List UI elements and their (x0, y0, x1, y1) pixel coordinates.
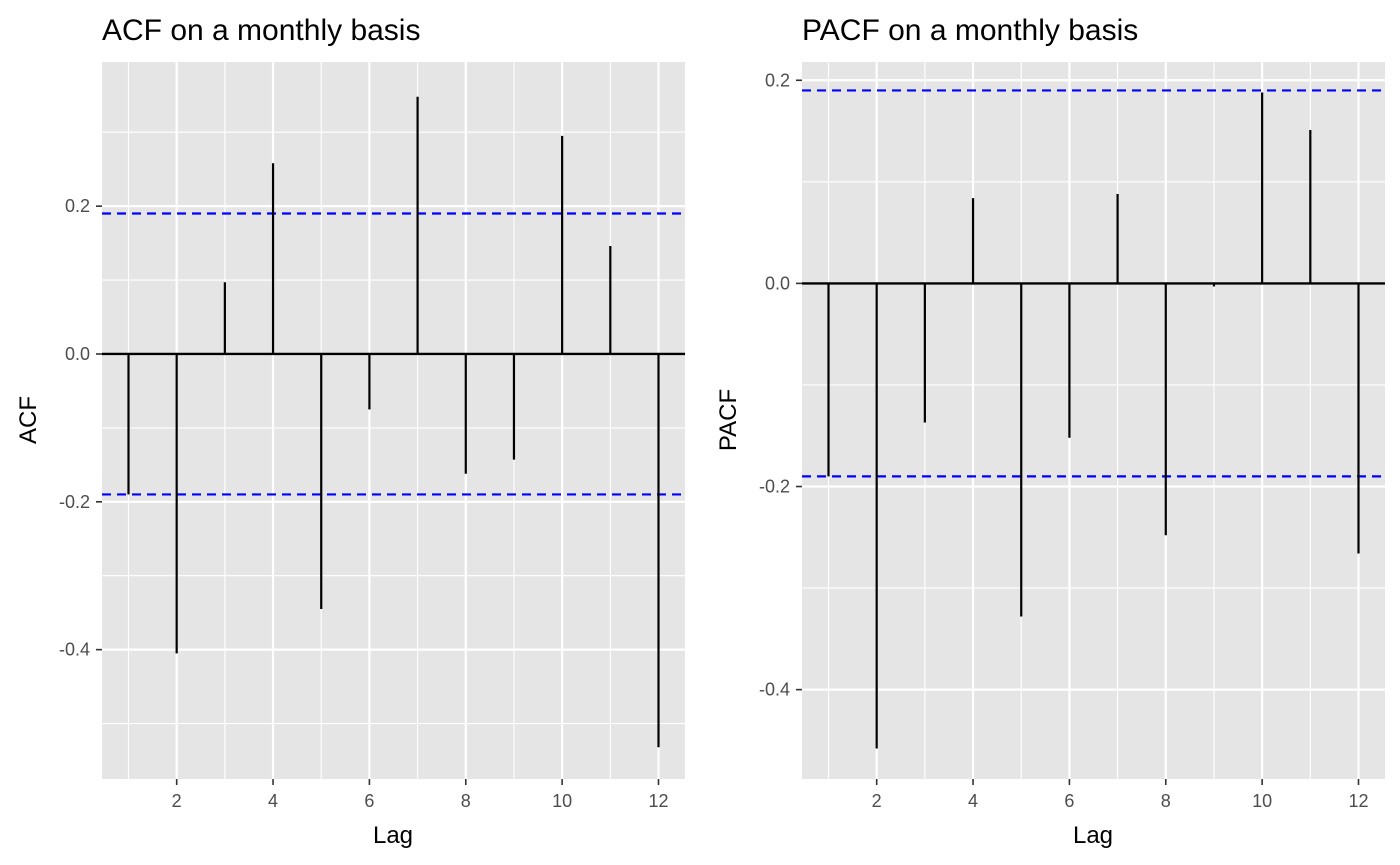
pacf-x-tick-label: 6 (1064, 791, 1074, 811)
acf-y-axis-title: ACF (15, 396, 42, 444)
pacf-y-tick-label: -0.4 (759, 680, 790, 700)
pacf-chart: PACF on a monthly basis 2 4 6 8 10 12 -0.4 -0.2… (715, 14, 1385, 849)
pacf-y-axis-title: PACF (715, 389, 742, 451)
acf-bars (127, 96, 660, 748)
pacf-x-tick-label: 4 (968, 791, 978, 811)
acf-y-tick-label: 0.0 (65, 344, 90, 364)
pacf-x-tick-label: 8 (1161, 791, 1171, 811)
acf-x-tick-label: 4 (268, 791, 278, 811)
pacf-confidence-bounds (802, 89, 1385, 478)
acf-plot-panel (102, 62, 685, 779)
acf-y-tick-label: 0.2 (65, 196, 90, 216)
pacf-bars (827, 92, 1360, 749)
pacf-plot-panel (802, 62, 1385, 779)
acf-x-axis-title: Lag (373, 822, 413, 849)
pacf-y-tick-label: 0.0 (765, 273, 790, 293)
acf-y-tick-label: -0.2 (59, 492, 90, 512)
pacf-x-tick-label: 10 (1252, 791, 1272, 811)
acf-x-tick-label: 2 (172, 791, 182, 811)
pacf-x-axis-title: Lag (1073, 822, 1113, 849)
pacf-x-tick-label: 12 (1348, 791, 1368, 811)
acf-x-tick-label: 8 (461, 791, 471, 811)
acf-x-tick-label: 6 (364, 791, 374, 811)
acf-ticks: 2 4 6 8 10 12 -0.4 -0.2 0.0 0.2 (59, 196, 669, 811)
acf-x-tick-label: 10 (552, 791, 572, 811)
acf-chart-title: ACF on a monthly basis (102, 14, 420, 47)
acf-y-tick-label: -0.4 (59, 640, 90, 660)
acf-confidence-bounds (102, 212, 685, 496)
pacf-y-tick-label: -0.2 (759, 477, 790, 497)
pacf-x-tick-label: 2 (872, 791, 882, 811)
pacf-ticks: 2 4 6 8 10 12 -0.4 -0.2 0.0 0.2 (759, 70, 1369, 811)
acf-x-tick-label: 12 (648, 791, 668, 811)
acf-chart: ACF on a monthly basis 2 4 6 8 10 12 -0.4 -0.2 0… (15, 14, 685, 849)
pacf-chart-title: PACF on a monthly basis (802, 14, 1138, 47)
pacf-y-tick-label: 0.2 (765, 70, 790, 90)
